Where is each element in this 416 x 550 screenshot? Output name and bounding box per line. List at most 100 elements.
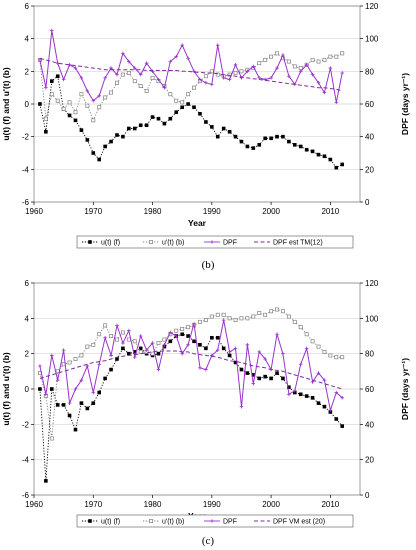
data-point <box>298 144 303 149</box>
data-point <box>328 408 333 412</box>
data-point <box>263 77 267 82</box>
data-point <box>67 360 72 365</box>
data-point <box>79 128 84 132</box>
data-point <box>180 326 185 331</box>
data-point <box>121 134 125 139</box>
data-point <box>150 115 155 119</box>
figure-caption: (c) <box>202 535 215 547</box>
data-point <box>251 373 256 377</box>
data-point <box>55 403 60 407</box>
data-point <box>221 76 226 80</box>
y2-tick-label: 120 <box>365 279 379 288</box>
data-point <box>227 350 232 354</box>
data-point <box>91 401 96 405</box>
series-4 <box>39 350 343 390</box>
data-point <box>192 69 196 74</box>
data-point <box>293 143 297 147</box>
series-line <box>39 75 343 169</box>
y2-tick-label: 40 <box>365 420 374 429</box>
legend-label: DPF <box>223 519 237 526</box>
data-point <box>79 401 84 405</box>
data-point <box>280 309 285 314</box>
data-point <box>44 85 48 90</box>
data-point <box>85 406 90 411</box>
data-point <box>109 139 113 144</box>
data-point <box>55 74 60 79</box>
legend-marker <box>149 240 153 244</box>
legend-marker <box>210 519 214 523</box>
data-point <box>263 312 268 317</box>
data-point <box>156 351 161 356</box>
data-point <box>310 396 315 400</box>
data-point <box>221 346 226 351</box>
data-point <box>109 353 113 358</box>
x-tick-label: 1970 <box>84 500 102 509</box>
data-point <box>138 123 143 128</box>
legend-label: u'(t) (b) <box>162 240 184 247</box>
data-point <box>227 129 232 134</box>
data-point <box>192 321 196 326</box>
series-line <box>39 57 343 92</box>
data-point <box>281 351 285 356</box>
y-tick-label: 0 <box>25 100 30 109</box>
legend-marker <box>88 240 92 244</box>
data-point <box>174 98 179 103</box>
data-point <box>257 350 262 354</box>
y2-tick-label: 100 <box>365 314 379 323</box>
data-point <box>304 147 309 152</box>
series-line <box>39 333 343 481</box>
data-point <box>227 316 232 321</box>
y-axis-label: u(t) (f) and u'(t) (b) <box>1 67 11 140</box>
data-point <box>186 325 191 330</box>
data-point <box>198 343 202 347</box>
x-tick-label: 1980 <box>144 207 162 216</box>
data-point <box>316 401 321 405</box>
data-point <box>186 334 190 338</box>
x-tick-label: 1960 <box>25 207 43 216</box>
data-point <box>127 328 131 333</box>
data-point <box>79 76 84 80</box>
data-point <box>97 94 101 98</box>
data-point <box>162 121 167 126</box>
data-point <box>298 392 303 397</box>
y-tick-label: -4 <box>22 165 30 174</box>
data-point <box>322 404 327 409</box>
data-point <box>328 66 333 70</box>
data-point <box>168 92 173 97</box>
data-point <box>174 54 179 59</box>
data-point <box>132 339 137 344</box>
data-point <box>44 392 48 397</box>
series-line <box>39 30 343 103</box>
data-point <box>209 314 214 319</box>
data-point <box>287 74 291 79</box>
data-point <box>67 113 72 118</box>
data-point <box>103 144 107 149</box>
x-axis-label: Year <box>188 218 207 228</box>
data-point <box>49 28 54 33</box>
y2-axis-label: DPF (days yr⁻¹) <box>400 73 410 135</box>
data-point <box>239 69 244 74</box>
data-point <box>292 64 297 69</box>
data-point <box>221 126 226 131</box>
y-tick-label: 6 <box>25 279 30 288</box>
data-point <box>269 76 273 80</box>
y2-tick-label: 20 <box>365 165 374 174</box>
data-point <box>138 72 143 77</box>
data-point <box>79 378 84 382</box>
data-point <box>334 100 339 105</box>
y2-tick-label: 0 <box>365 198 370 207</box>
data-point <box>221 312 226 317</box>
data-point <box>168 59 173 64</box>
data-point <box>340 424 345 428</box>
data-point <box>97 332 102 337</box>
data-point <box>316 59 321 64</box>
data-point <box>245 316 250 321</box>
data-point <box>162 337 167 342</box>
data-point <box>281 376 285 381</box>
legend-label: u(t) (f) <box>101 519 120 526</box>
x-tick-label: 1960 <box>25 500 43 509</box>
data-point <box>162 85 167 90</box>
data-point <box>109 90 114 95</box>
